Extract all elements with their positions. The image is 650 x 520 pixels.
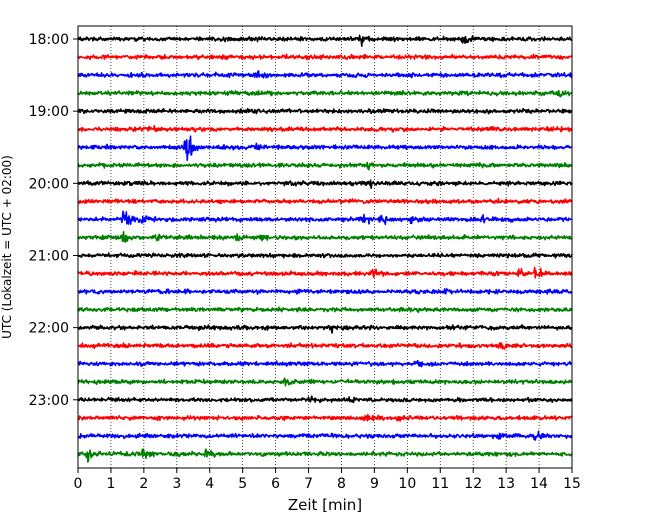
- y-tick-label: 19:00: [29, 104, 69, 120]
- trace-1815: [77, 53, 573, 61]
- trace-2215: [77, 342, 573, 350]
- trace-2130: [77, 288, 573, 296]
- trace-2115: [77, 266, 573, 279]
- trace-2200: [77, 324, 573, 334]
- trace-2030: [77, 210, 573, 226]
- trace-1800: [77, 34, 573, 48]
- trace-group: [77, 34, 573, 463]
- y-tick-label: 21:00: [29, 248, 69, 264]
- trace-1945: [77, 161, 573, 171]
- trace-2330: [77, 430, 573, 441]
- trace-2245: [77, 377, 573, 387]
- trace-1915: [77, 124, 573, 133]
- y-axis-label: UTC (Lokalzeit = UTC + 02:00): [0, 155, 14, 339]
- y-tick-label: 23:00: [29, 393, 69, 409]
- x-tick-label: 4: [205, 476, 214, 492]
- x-tick-label: 11: [431, 476, 449, 492]
- x-tick-label: 13: [497, 476, 515, 492]
- y-tick-label: 18:00: [29, 32, 69, 48]
- trace-2345: [77, 448, 573, 463]
- x-tick-label: 10: [398, 476, 416, 492]
- x-tick-label: 7: [304, 476, 313, 492]
- trace-2315: [77, 413, 573, 422]
- trace-2300: [77, 395, 573, 404]
- x-tick-label: 3: [172, 476, 181, 492]
- y-axis: 18:00 19:00 20:00 21:00 22:00 23:00: [29, 32, 78, 409]
- x-tick-label: 0: [74, 476, 83, 492]
- trace-1845: [77, 89, 573, 98]
- plot-frame: [77, 25, 573, 469]
- x-tick-label: 6: [271, 476, 280, 492]
- x-tick-label: 9: [370, 476, 379, 492]
- y-tick-label: 20:00: [29, 176, 69, 192]
- x-axis: 0 1 2 3 4 5 6 7 8 9 10 11 12 13 14 15: [74, 468, 581, 492]
- x-axis-label: Zeit [min]: [288, 496, 362, 514]
- x-tick-label: 12: [464, 476, 482, 492]
- trace-2000: [77, 179, 573, 189]
- trace-2100: [77, 252, 573, 259]
- x-tick-label: 15: [563, 476, 581, 492]
- x-tick-label: 5: [238, 476, 247, 492]
- trace-1830: [77, 70, 573, 79]
- trace-1930: [77, 135, 573, 162]
- x-tick-label: 1: [106, 476, 115, 492]
- trace-2230: [77, 359, 573, 368]
- trace-2145: [77, 306, 573, 314]
- trace-2045: [77, 230, 573, 243]
- x-tick-label: 8: [337, 476, 346, 492]
- x-tick-label: 2: [139, 476, 148, 492]
- y-tick-label: 22:00: [29, 321, 69, 337]
- trace-2015: [77, 197, 573, 205]
- x-tick-label: 14: [530, 476, 548, 492]
- trace-1900: [77, 107, 573, 115]
